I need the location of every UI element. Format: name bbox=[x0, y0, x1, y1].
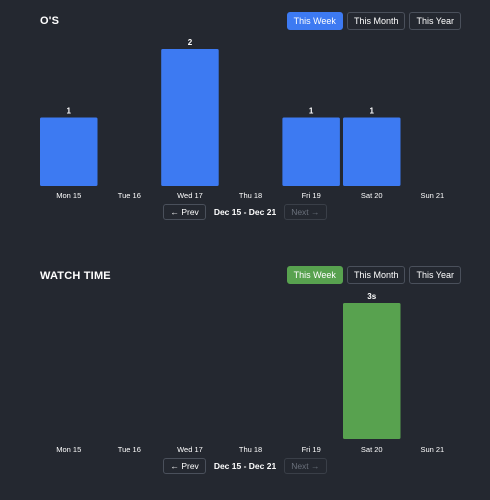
bar-sat-20[interactable] bbox=[343, 303, 401, 439]
x-tick-label: Tue 16 bbox=[118, 445, 141, 454]
range-selector: This Week This Month This Year bbox=[286, 266, 461, 284]
x-tick-label: Mon 15 bbox=[56, 191, 81, 200]
os-pager: ← Prev Dec 15 - Dec 21 Next → bbox=[0, 204, 490, 220]
bar-fri-19[interactable] bbox=[282, 117, 340, 187]
panel-title: O'S bbox=[40, 15, 60, 27]
data-label: 1 bbox=[370, 107, 375, 116]
data-label: 1 bbox=[67, 107, 72, 116]
bar-sat-20[interactable] bbox=[343, 117, 401, 187]
next-button[interactable]: Next → bbox=[284, 458, 327, 474]
this-year-button[interactable]: This Year bbox=[409, 12, 461, 30]
next-button[interactable]: Next → bbox=[284, 204, 327, 220]
watch-time-pager: ← Prev Dec 15 - Dec 21 Next → bbox=[0, 458, 490, 474]
data-label: 2 bbox=[188, 38, 193, 47]
watch-time-bar-chart: Mon 15 Tue 16 Wed 17 Thu 18 Fri 19 3s Sat 20 Su… bbox=[56, 292, 444, 454]
data-label: 3s bbox=[367, 292, 376, 301]
this-month-button[interactable]: This Month bbox=[346, 12, 406, 30]
os-panel: O'S This Week This Month This Year 1 Mon … bbox=[0, 0, 490, 240]
date-range-label: Dec 15 - Dec 21 bbox=[213, 461, 277, 471]
x-tick-label: Tue 16 bbox=[118, 191, 141, 200]
x-tick-label: Fri 19 bbox=[302, 191, 321, 200]
prev-button[interactable]: ← Prev bbox=[163, 458, 206, 474]
x-tick-label: Thu 18 bbox=[239, 191, 262, 200]
x-tick-label: Sun 21 bbox=[420, 445, 444, 454]
x-tick-label: Fri 19 bbox=[302, 445, 321, 454]
panel-title: WATCH TIME bbox=[40, 270, 111, 282]
this-week-button[interactable]: This Week bbox=[286, 266, 343, 284]
x-tick-label: Sun 21 bbox=[420, 191, 444, 200]
x-tick-label: Mon 15 bbox=[56, 445, 81, 454]
range-selector: This Week This Month This Year bbox=[286, 12, 461, 30]
date-range-label: Dec 15 - Dec 21 bbox=[213, 207, 277, 217]
os-bar-chart: 1 Mon 15 Tue 16 2 Wed 17 Thu 18 1 Fri 19 1 Sat 20… bbox=[40, 38, 444, 200]
bar-wed-17[interactable] bbox=[161, 49, 219, 186]
bar-mon-15[interactable] bbox=[40, 117, 98, 187]
prev-button[interactable]: ← Prev bbox=[163, 204, 206, 220]
x-tick-label: Wed 17 bbox=[177, 445, 203, 454]
x-tick-label: Sat 20 bbox=[361, 191, 383, 200]
this-month-button[interactable]: This Month bbox=[346, 266, 406, 284]
data-label: 1 bbox=[309, 107, 314, 116]
watch-time-panel: WATCH TIME This Week This Month This Yea… bbox=[0, 258, 490, 500]
x-tick-label: Thu 18 bbox=[239, 445, 262, 454]
x-tick-label: Sat 20 bbox=[361, 445, 383, 454]
this-week-button[interactable]: This Week bbox=[286, 12, 343, 30]
x-tick-label: Wed 17 bbox=[177, 191, 203, 200]
this-year-button[interactable]: This Year bbox=[409, 266, 461, 284]
